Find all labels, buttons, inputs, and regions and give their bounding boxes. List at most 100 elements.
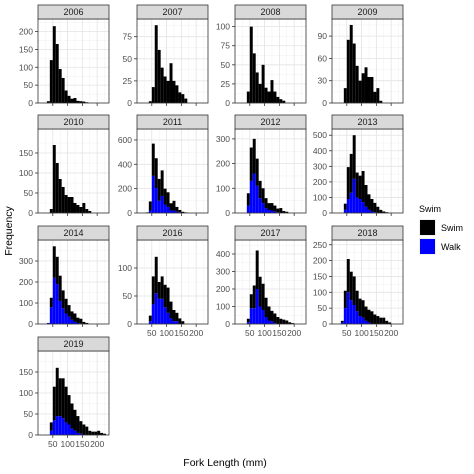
bar-swim: [175, 85, 179, 103]
bar-swim: [61, 77, 65, 103]
bar-walk: [58, 416, 62, 435]
bar-walk: [154, 293, 158, 324]
y-tick-label: 100: [313, 192, 327, 202]
x-tick-label: 150: [369, 328, 383, 338]
bar-swim: [361, 73, 365, 103]
bar-walk: [261, 203, 265, 213]
y-tick-label: 75: [123, 32, 133, 42]
bar-walk: [166, 312, 170, 324]
bar-swim: [370, 76, 374, 103]
y-tick-label: 100: [19, 62, 33, 72]
facet-strip: [331, 225, 404, 241]
bar-walk: [46, 322, 50, 324]
y-tick-label: 0: [28, 98, 33, 108]
bar-swim: [82, 321, 86, 324]
bar-swim: [91, 431, 95, 435]
bar-swim: [382, 211, 386, 213]
bar-swim: [175, 206, 179, 212]
bar-swim: [49, 209, 53, 213]
y-tick-label: 300: [19, 256, 33, 266]
bar-swim: [73, 203, 77, 213]
bar-swim: [367, 194, 371, 210]
y-tick-label: 200: [19, 277, 33, 287]
bar-swim: [267, 306, 271, 321]
bar-walk: [361, 202, 365, 213]
bar-walk: [175, 321, 179, 324]
bar-swim: [340, 320, 344, 323]
x-tick-label: 50: [147, 328, 157, 338]
bar-swim: [352, 276, 356, 305]
y-tick-label: 0: [322, 98, 327, 108]
facet-strip: [331, 114, 404, 130]
bar-swim: [154, 256, 158, 294]
bar-swim: [52, 145, 56, 213]
bar-swim: [166, 192, 170, 207]
bar-walk: [264, 208, 268, 213]
y-tick-label: 0: [127, 208, 132, 218]
x-tick-label: 100: [354, 328, 368, 338]
bar-walk: [67, 316, 71, 324]
facet-strip-label: 2012: [260, 117, 280, 127]
bar-swim: [58, 378, 62, 417]
bar-swim: [379, 209, 383, 213]
facet-strip: [136, 225, 209, 241]
facet-panel-2007: 2007 0 25 50 75: [123, 4, 209, 108]
bar-swim: [246, 193, 250, 206]
bar-swim: [385, 320, 389, 324]
facet-strip: [136, 4, 209, 20]
bar-walk: [364, 320, 368, 324]
bar-swim: [55, 256, 59, 285]
bar-walk: [169, 210, 173, 213]
bar-walk: [151, 175, 155, 213]
x-tick-label: 50: [342, 328, 352, 338]
y-tick-label: 250: [313, 240, 327, 250]
x-tick-label: 150: [272, 328, 286, 338]
bar-swim: [273, 91, 277, 103]
bar-swim: [249, 294, 253, 309]
bar-swim: [55, 163, 59, 213]
facet-strip: [37, 225, 110, 241]
bar-swim: [70, 98, 74, 103]
bar-walk: [355, 311, 359, 324]
bar-walk: [273, 211, 277, 213]
bar-swim: [70, 311, 74, 320]
y-tick-label: 400: [216, 249, 230, 259]
bar-walk: [166, 206, 170, 213]
facet-panel-2013: 2013 0 100 200 300 400 500: [313, 114, 404, 218]
bar-swim: [258, 276, 262, 307]
bar-swim: [64, 298, 68, 314]
bar-swim: [373, 202, 377, 213]
bar-swim: [181, 321, 185, 324]
facet-strip-label: 2008: [260, 7, 280, 17]
bar-swim: [252, 53, 256, 103]
bar-swim: [175, 312, 179, 322]
bar-swim: [358, 80, 362, 103]
facet-panel-2008: 2008 0 25 50 75 100: [216, 4, 307, 108]
bar-swim: [249, 147, 253, 181]
bar-swim: [367, 76, 371, 103]
y-tick-label: 150: [19, 367, 33, 377]
bar-walk: [55, 284, 59, 324]
bar-swim: [376, 206, 380, 213]
bar-swim: [151, 276, 155, 305]
bar-walk: [160, 298, 164, 324]
bar-walk: [154, 188, 158, 213]
bar-swim: [358, 298, 362, 317]
bar-walk: [261, 310, 265, 324]
facet-panel-2010: 2010 0 50 100 150: [19, 114, 110, 218]
bar-swim: [97, 430, 101, 435]
bar-swim: [148, 201, 152, 211]
facet-strip-label: 2009: [357, 7, 377, 17]
bar-swim: [73, 97, 77, 103]
y-tick-label: 100: [313, 287, 327, 297]
bar-swim: [88, 430, 92, 435]
bar-swim: [58, 275, 62, 301]
bar-swim: [285, 320, 289, 324]
bar-swim: [261, 188, 265, 204]
bar-swim: [178, 318, 182, 324]
y-tick-label: 300: [313, 161, 327, 171]
bar-swim: [46, 101, 50, 103]
